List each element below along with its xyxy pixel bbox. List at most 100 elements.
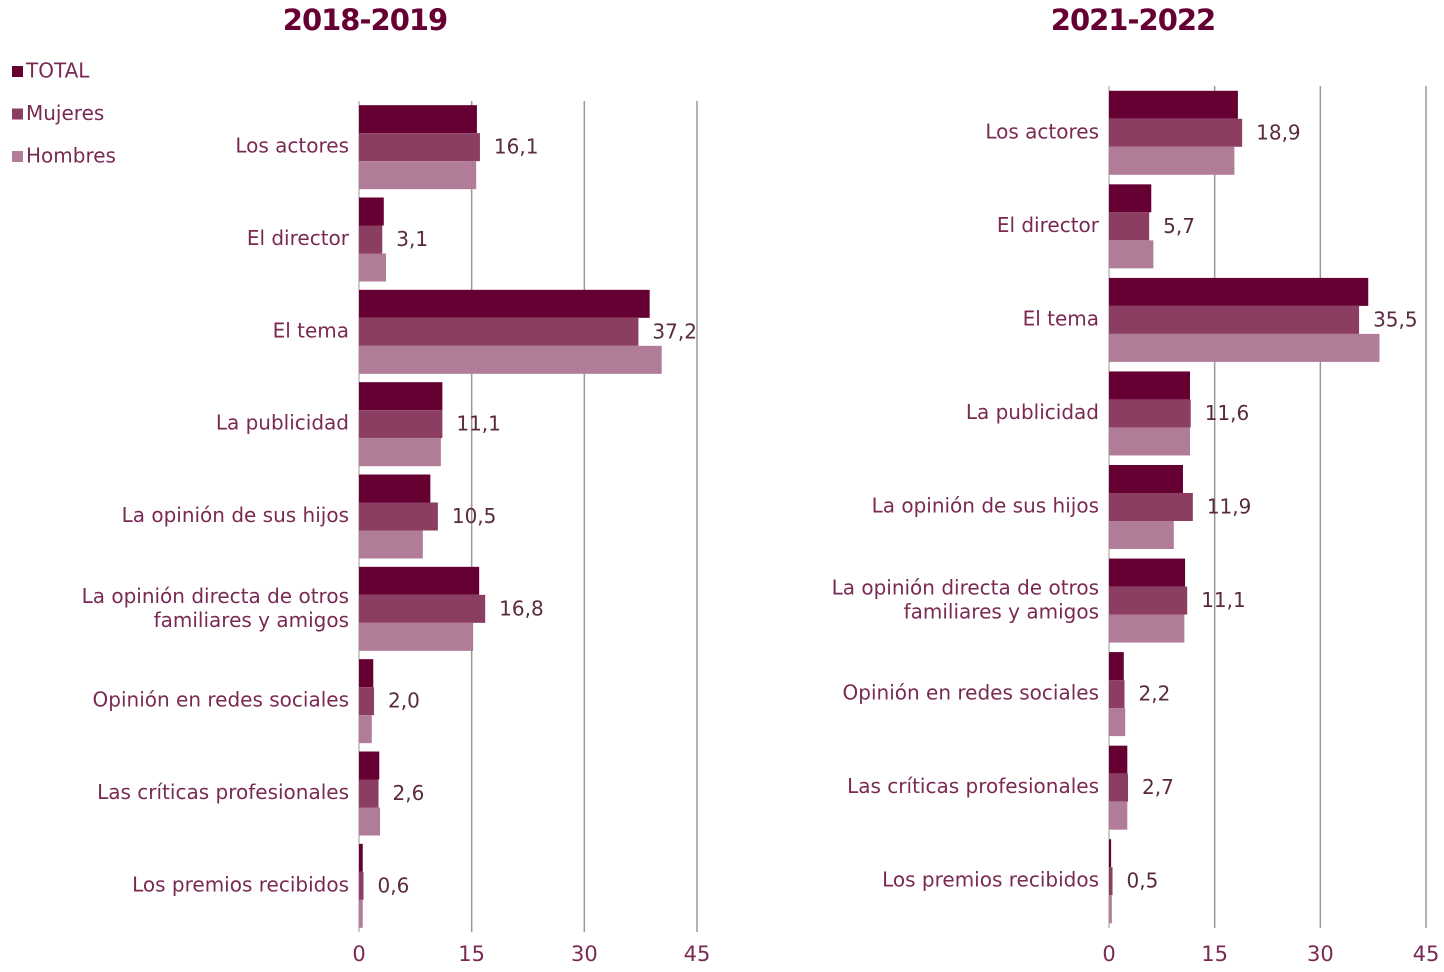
bar bbox=[1109, 305, 1360, 334]
category-label: Las críticas profesionales bbox=[847, 774, 1099, 798]
value-label: 2,0 bbox=[388, 689, 420, 713]
bar bbox=[1109, 184, 1152, 213]
bar bbox=[1109, 465, 1183, 493]
bar bbox=[1109, 801, 1128, 830]
bar bbox=[359, 197, 384, 226]
bar bbox=[1109, 652, 1124, 681]
bar bbox=[1109, 773, 1129, 802]
value-label: 2,2 bbox=[1138, 682, 1170, 706]
value-label: 0,5 bbox=[1127, 869, 1159, 893]
value-label: 37,2 bbox=[652, 319, 697, 343]
bar bbox=[1109, 371, 1191, 400]
value-label: 11,1 bbox=[456, 412, 501, 436]
bar bbox=[359, 225, 383, 254]
bar bbox=[1109, 240, 1154, 269]
value-label: 16,8 bbox=[499, 596, 544, 620]
bar bbox=[1109, 745, 1128, 774]
bar bbox=[359, 289, 650, 318]
bar bbox=[1109, 895, 1112, 924]
bar bbox=[359, 659, 374, 688]
bar bbox=[359, 843, 363, 872]
value-label: 11,9 bbox=[1207, 495, 1252, 519]
bar bbox=[359, 751, 380, 780]
category-label: Los premios recibidos bbox=[882, 868, 1099, 892]
value-label: 5,7 bbox=[1163, 214, 1195, 238]
legend-label: TOTAL bbox=[25, 59, 90, 83]
value-label: 11,1 bbox=[1201, 588, 1246, 612]
bar bbox=[359, 474, 431, 503]
category-label: El tema bbox=[1023, 306, 1099, 330]
category-label: La opinión directa de otros familiares y … bbox=[82, 583, 349, 631]
legend-swatch bbox=[12, 108, 23, 120]
value-label: 35,5 bbox=[1373, 307, 1418, 331]
value-label: 2,6 bbox=[393, 781, 425, 805]
bar bbox=[359, 715, 372, 744]
legend-label: Mujeres bbox=[26, 101, 104, 125]
x-tick-label: 0 bbox=[1102, 942, 1115, 966]
category-label: Opinión en redes sociales bbox=[93, 688, 349, 712]
bar bbox=[1109, 427, 1191, 456]
bar bbox=[359, 566, 480, 595]
category-label: La opinión de sus hijos bbox=[122, 503, 349, 527]
bar bbox=[359, 899, 363, 928]
value-label: 3,1 bbox=[396, 227, 428, 251]
x-tick-label: 45 bbox=[684, 942, 711, 966]
bar bbox=[1109, 867, 1113, 896]
x-tick-label: 30 bbox=[571, 942, 598, 966]
x-tick-label: 0 bbox=[352, 942, 365, 966]
bar bbox=[1109, 212, 1150, 241]
value-label: 16,1 bbox=[494, 135, 539, 159]
bar bbox=[1109, 493, 1193, 521]
bar bbox=[359, 687, 375, 716]
bar bbox=[1109, 146, 1235, 175]
bar bbox=[1109, 680, 1125, 709]
category-label: La publicidad bbox=[966, 400, 1099, 424]
bar bbox=[1109, 399, 1191, 428]
x-tick-label: 30 bbox=[1307, 942, 1334, 966]
category-label: El director bbox=[247, 226, 350, 250]
value-label: 0,6 bbox=[378, 873, 410, 897]
legend-swatch bbox=[12, 151, 23, 162]
category-label: El tema bbox=[273, 318, 349, 342]
legend-label: Hombres bbox=[26, 144, 116, 168]
bar bbox=[359, 161, 477, 190]
value-label: 2,7 bbox=[1142, 775, 1174, 799]
bar bbox=[1109, 90, 1238, 119]
category-label: Los actores bbox=[985, 119, 1099, 143]
x-tick-label: 45 bbox=[1413, 942, 1440, 966]
bar bbox=[359, 502, 438, 531]
bar bbox=[359, 807, 381, 836]
category-label: Opinión en redes sociales bbox=[843, 681, 1099, 705]
x-tick-label: 15 bbox=[1201, 942, 1228, 966]
bar bbox=[1109, 708, 1126, 737]
value-label: 10,5 bbox=[452, 504, 497, 528]
bar bbox=[359, 622, 474, 651]
bar bbox=[1109, 614, 1185, 643]
x-tick-label: 15 bbox=[458, 942, 485, 966]
bar bbox=[1109, 521, 1174, 549]
bar bbox=[359, 133, 480, 162]
bar bbox=[359, 438, 441, 467]
legend-swatch bbox=[12, 66, 23, 77]
bar bbox=[359, 253, 387, 282]
bar bbox=[359, 382, 443, 411]
category-label: La opinión de sus hijos bbox=[872, 494, 1099, 518]
category-label: El director bbox=[997, 213, 1100, 237]
bar bbox=[1109, 839, 1112, 868]
bar bbox=[359, 105, 477, 134]
category-label: Las críticas profesionales bbox=[97, 780, 349, 804]
value-label: 11,6 bbox=[1205, 401, 1250, 425]
bar bbox=[359, 317, 639, 346]
bar bbox=[359, 594, 486, 623]
bar bbox=[1109, 277, 1369, 306]
bar bbox=[359, 345, 662, 374]
bar bbox=[359, 530, 423, 559]
value-label: 18,9 bbox=[1256, 120, 1301, 144]
bar bbox=[1109, 558, 1186, 587]
category-label: Los actores bbox=[235, 134, 349, 158]
category-label: La publicidad bbox=[216, 411, 349, 435]
category-label: Los premios recibidos bbox=[132, 872, 349, 896]
bar bbox=[359, 410, 443, 439]
bar bbox=[359, 871, 364, 900]
